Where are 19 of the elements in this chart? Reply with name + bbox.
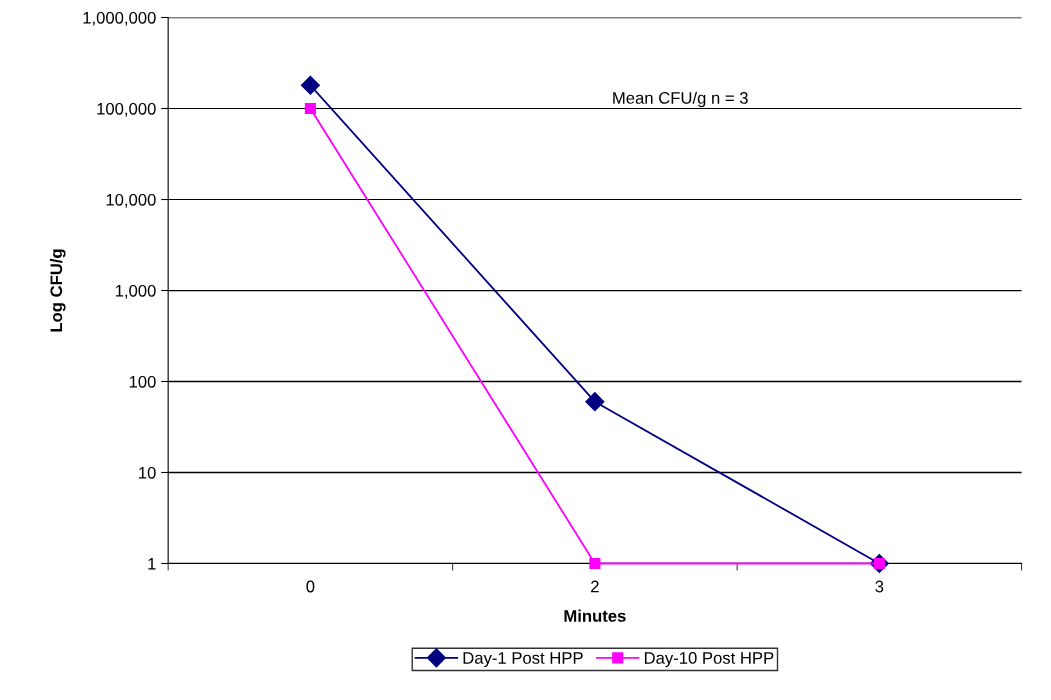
point [589,557,601,570]
point [304,102,316,115]
x-tick-label: 0 [306,580,315,593]
y-tick-label: 100,000 [97,102,156,117]
y-tick-label: 10 [139,466,156,479]
x-tick-label: 2 [591,580,599,593]
y-tick-label: 10,000 [106,193,156,208]
x-tick-label: 3 [875,580,884,593]
y-tick-label: 1,000 [115,284,156,299]
y-tick-label: 1 [148,558,156,570]
x-axis-title: Minutes [564,609,626,622]
y-axis-title: Log CFU/g [49,249,66,332]
point [300,75,320,95]
annotation: Mean CFU/g n = 3 [613,91,748,108]
y-tick-label: 100 [129,375,156,388]
legend-label: Day-1 Post HPP [463,652,583,668]
y-tick-label: 1,000,000 [83,11,156,26]
legend-label: Day-10 Post HPP [644,652,774,668]
point [585,392,605,412]
